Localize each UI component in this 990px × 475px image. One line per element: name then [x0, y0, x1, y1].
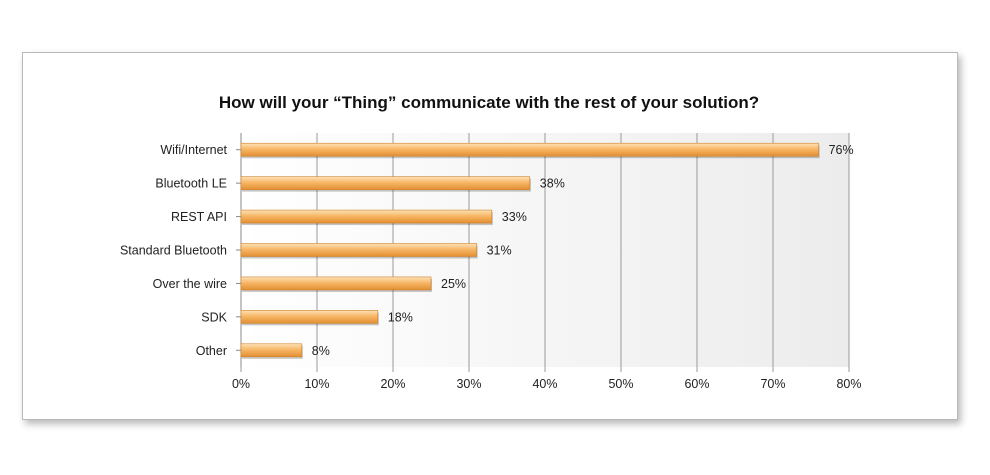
bar	[240, 243, 477, 257]
category-label: Bluetooth LE	[155, 177, 227, 191]
x-tick-label: 50%	[608, 377, 633, 391]
data-label: 18%	[388, 310, 413, 324]
x-tick-label: 10%	[304, 377, 329, 391]
category-label: Standard Bluetooth	[120, 244, 227, 258]
category-label: REST API	[171, 210, 227, 224]
x-tick-label: 20%	[380, 377, 405, 391]
x-tick-label: 40%	[532, 377, 557, 391]
category-label: Other	[196, 344, 227, 358]
plot-area: 0% 10% 20% 30% 40% 50% 60% 70% 80% Wifi/Internet 7…	[120, 133, 862, 391]
x-tick-label: 30%	[456, 377, 481, 391]
category-label: Wifi/Internet	[160, 143, 227, 157]
bar	[240, 209, 493, 224]
data-label: 38%	[540, 177, 565, 191]
chart-title: How will your “Thing” communicate with t…	[219, 93, 759, 112]
bar	[240, 310, 379, 324]
category-label: SDK	[201, 310, 227, 324]
data-label: 25%	[441, 277, 466, 291]
bar	[240, 276, 432, 291]
x-tick-label: 0%	[232, 377, 250, 391]
x-tick-label: 80%	[836, 377, 861, 391]
category-label: Over the wire	[153, 277, 227, 291]
x-tick-label: 70%	[760, 377, 785, 391]
bar	[240, 142, 819, 157]
bar	[240, 176, 531, 190]
bar	[240, 343, 303, 358]
data-label: 31%	[487, 244, 512, 258]
x-tick-label: 60%	[684, 377, 709, 391]
data-label: 8%	[312, 344, 330, 358]
data-label: 76%	[829, 143, 854, 157]
data-label: 33%	[502, 210, 527, 224]
